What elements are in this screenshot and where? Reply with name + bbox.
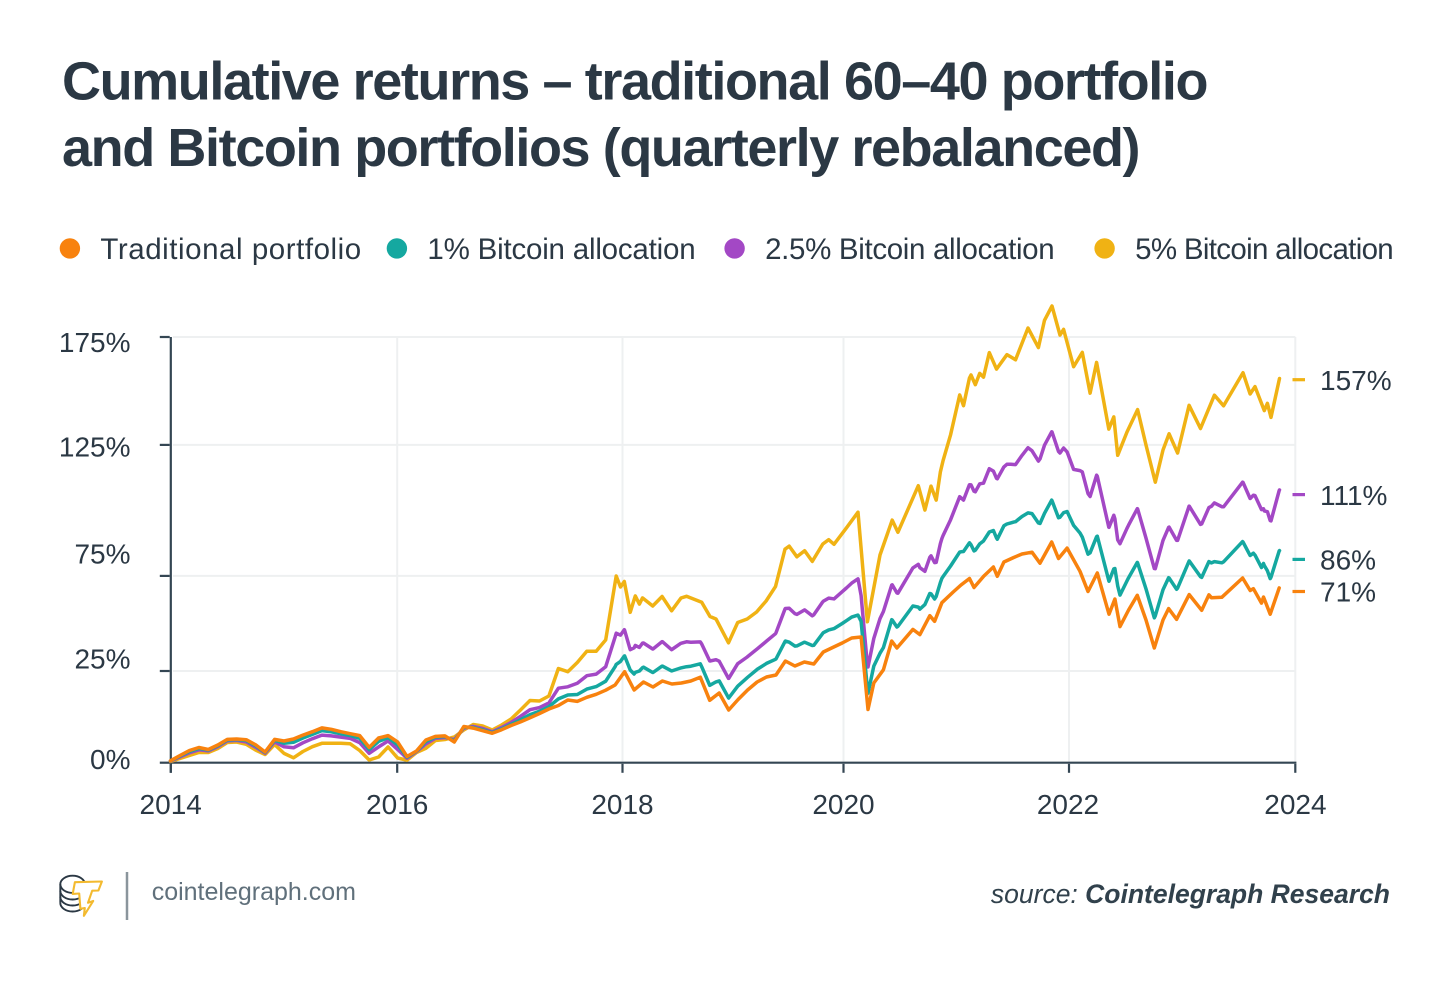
- svg-text:1% Bitcoin allocation: 1% Bitcoin allocation: [427, 233, 695, 266]
- svg-text:125%: 125%: [59, 432, 131, 463]
- svg-text:2020: 2020: [812, 789, 874, 820]
- svg-text:111%: 111%: [1320, 480, 1387, 511]
- svg-text:157%: 157%: [1320, 365, 1392, 396]
- svg-text:Traditional portfolio: Traditional portfolio: [100, 233, 361, 266]
- svg-text:2014: 2014: [140, 789, 202, 820]
- svg-text:Cumulative returns – tradition: Cumulative returns – traditional 60–40 p…: [62, 52, 1207, 112]
- svg-text:175%: 175%: [59, 327, 131, 358]
- svg-text:2018: 2018: [591, 789, 653, 820]
- svg-text:25%: 25%: [74, 643, 130, 674]
- svg-text:0%: 0%: [90, 744, 130, 775]
- svg-text:2.5% Bitcoin allocation: 2.5% Bitcoin allocation: [765, 233, 1054, 266]
- svg-text:86%: 86%: [1320, 545, 1376, 576]
- svg-text:source: Cointelegraph Research: source: Cointelegraph Research: [991, 879, 1390, 909]
- svg-text:5% Bitcoin allocation: 5% Bitcoin allocation: [1135, 233, 1393, 266]
- svg-text:cointelegraph.com: cointelegraph.com: [152, 878, 356, 906]
- svg-text:75%: 75%: [74, 539, 130, 570]
- svg-text:and Bitcoin portfolios (quarte: and Bitcoin portfolios (quarterly rebala…: [62, 118, 1139, 178]
- svg-text:2024: 2024: [1264, 789, 1326, 820]
- svg-text:2016: 2016: [366, 789, 428, 820]
- svg-text:2022: 2022: [1037, 789, 1099, 820]
- svg-text:71%: 71%: [1320, 577, 1376, 608]
